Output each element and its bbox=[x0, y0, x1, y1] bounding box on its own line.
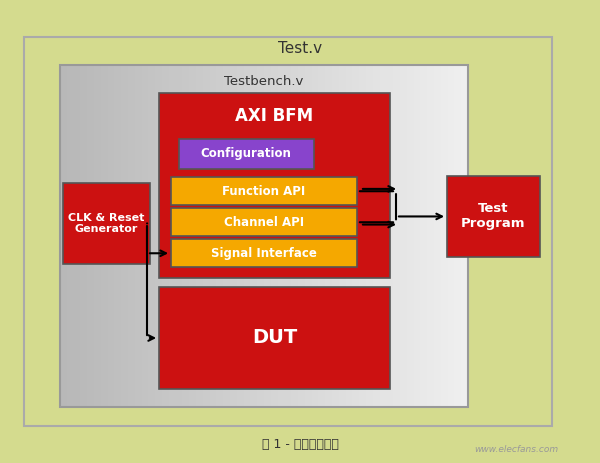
Bar bbox=[74, 65, 81, 407]
Bar bbox=[319, 65, 326, 407]
Bar bbox=[155, 65, 163, 407]
FancyBboxPatch shape bbox=[179, 139, 314, 169]
FancyBboxPatch shape bbox=[24, 37, 552, 426]
Bar bbox=[115, 65, 122, 407]
Text: www.elecfans.com: www.elecfans.com bbox=[474, 445, 558, 454]
Bar bbox=[291, 65, 299, 407]
Bar bbox=[196, 65, 203, 407]
Bar bbox=[94, 65, 101, 407]
Bar bbox=[176, 65, 183, 407]
Bar bbox=[434, 65, 442, 407]
Bar bbox=[60, 65, 67, 407]
Bar bbox=[128, 65, 136, 407]
Bar bbox=[373, 65, 380, 407]
Bar bbox=[237, 65, 244, 407]
Bar bbox=[311, 65, 319, 407]
Text: Test.v: Test.v bbox=[278, 41, 322, 56]
Bar bbox=[107, 65, 115, 407]
Bar bbox=[325, 65, 332, 407]
Bar bbox=[413, 65, 421, 407]
Bar bbox=[182, 65, 190, 407]
Text: DUT: DUT bbox=[252, 328, 297, 348]
Text: 图 1 - 测试系统结构: 图 1 - 测试系统结构 bbox=[262, 438, 338, 451]
Bar bbox=[400, 65, 407, 407]
Text: Function API: Function API bbox=[223, 185, 305, 198]
Bar bbox=[87, 65, 95, 407]
FancyBboxPatch shape bbox=[63, 183, 150, 264]
Bar bbox=[162, 65, 169, 407]
Bar bbox=[352, 65, 360, 407]
Bar bbox=[244, 65, 251, 407]
Text: Configuration: Configuration bbox=[201, 147, 292, 161]
Bar bbox=[461, 65, 469, 407]
Bar bbox=[421, 65, 428, 407]
Bar bbox=[278, 65, 285, 407]
Bar bbox=[257, 65, 265, 407]
FancyBboxPatch shape bbox=[159, 287, 390, 389]
Bar bbox=[298, 65, 305, 407]
Bar bbox=[380, 65, 387, 407]
FancyBboxPatch shape bbox=[159, 93, 390, 278]
Bar bbox=[441, 65, 448, 407]
Bar bbox=[359, 65, 367, 407]
Text: Signal Interface: Signal Interface bbox=[211, 247, 317, 260]
Text: Testbench.v: Testbench.v bbox=[224, 75, 304, 88]
Bar bbox=[209, 65, 217, 407]
Bar bbox=[223, 65, 230, 407]
Bar bbox=[448, 65, 455, 407]
Bar bbox=[67, 65, 74, 407]
FancyBboxPatch shape bbox=[171, 177, 357, 205]
FancyBboxPatch shape bbox=[171, 208, 357, 236]
Bar bbox=[386, 65, 394, 407]
Bar bbox=[393, 65, 401, 407]
Bar bbox=[250, 65, 258, 407]
Bar bbox=[142, 65, 149, 407]
Text: Channel API: Channel API bbox=[224, 216, 304, 229]
Bar bbox=[305, 65, 312, 407]
Bar bbox=[230, 65, 238, 407]
Bar bbox=[454, 65, 462, 407]
Bar bbox=[121, 65, 128, 407]
Bar bbox=[332, 65, 340, 407]
Bar bbox=[284, 65, 292, 407]
FancyBboxPatch shape bbox=[447, 176, 540, 257]
Bar bbox=[169, 65, 176, 407]
Bar bbox=[366, 65, 373, 407]
Text: CLK & Reset
Generator: CLK & Reset Generator bbox=[68, 213, 145, 234]
Bar bbox=[264, 65, 271, 407]
Bar bbox=[80, 65, 88, 407]
FancyBboxPatch shape bbox=[171, 239, 357, 267]
Bar bbox=[135, 65, 142, 407]
Bar bbox=[101, 65, 108, 407]
Bar bbox=[203, 65, 210, 407]
Bar bbox=[148, 65, 156, 407]
Text: Test
Program: Test Program bbox=[461, 202, 526, 231]
Bar bbox=[346, 65, 353, 407]
Bar bbox=[427, 65, 434, 407]
Bar bbox=[339, 65, 346, 407]
Text: AXI BFM: AXI BFM bbox=[235, 107, 314, 125]
Bar bbox=[189, 65, 197, 407]
Bar bbox=[217, 65, 224, 407]
Bar bbox=[271, 65, 278, 407]
Bar bbox=[407, 65, 414, 407]
